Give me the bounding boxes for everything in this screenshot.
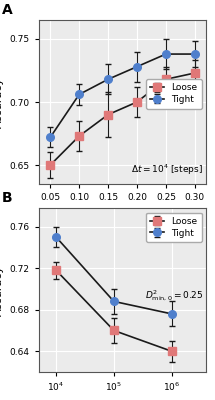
Legend: Loose, Tight: Loose, Tight (146, 79, 202, 109)
X-axis label: $D^2_{\mathrm{min},0}$: $D^2_{\mathrm{min},0}$ (106, 208, 139, 228)
Y-axis label: Accuracy: Accuracy (0, 264, 4, 316)
Text: $\Delta t = 10^4$ [steps]: $\Delta t = 10^4$ [steps] (131, 163, 203, 178)
Text: B: B (2, 191, 12, 205)
Text: A: A (2, 3, 12, 17)
Y-axis label: Accuracy: Accuracy (0, 76, 4, 128)
X-axis label: $\Delta t$ [steps]: $\Delta t$ [steps] (95, 399, 150, 400)
Legend: Loose, Tight: Loose, Tight (146, 212, 202, 242)
Text: $D^2_{\mathrm{min},0} = 0.25$: $D^2_{\mathrm{min},0} = 0.25$ (145, 288, 203, 303)
